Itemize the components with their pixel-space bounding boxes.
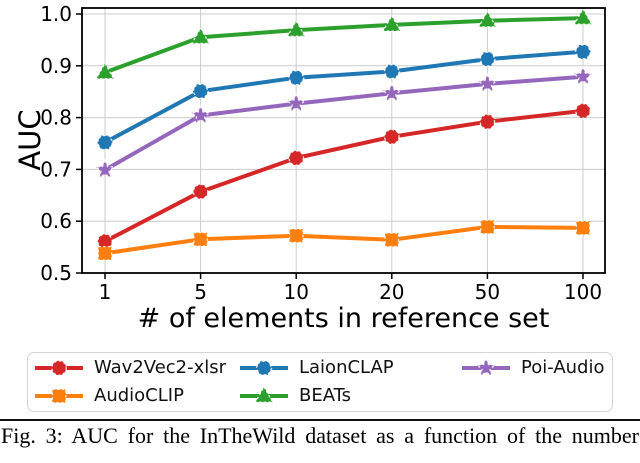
tick-labels: 0.5 0.6 0.7 0.8 0.9 1.0 1 5 10 20 50 100 bbox=[40, 2, 602, 304]
axis-ticks bbox=[76, 13, 584, 279]
triangle-legend-glyph bbox=[240, 385, 288, 403]
x-tick-label: 100 bbox=[564, 280, 602, 304]
square-marker-swatch bbox=[33, 384, 85, 408]
y-axis-label: AUC bbox=[13, 109, 47, 171]
y-tick-label: 0.5 bbox=[40, 261, 72, 285]
legend-label-wav2vec2-xlsr: Wav2Vec2-xlsr bbox=[94, 357, 227, 378]
triangle-marker-swatch bbox=[238, 384, 290, 408]
x-tick-label: 20 bbox=[379, 280, 404, 304]
y-tick-label: 0.6 bbox=[40, 209, 72, 233]
square-legend-glyph bbox=[35, 388, 83, 404]
x-tick-label: 1 bbox=[99, 280, 112, 304]
separator-line bbox=[0, 419, 640, 421]
x-axis-label: # of elements in reference set bbox=[137, 303, 550, 334]
y-tick-label: 0.7 bbox=[40, 157, 72, 181]
star-legend-glyph bbox=[462, 356, 510, 377]
y-tick-label: 0.9 bbox=[40, 54, 72, 78]
series-beats bbox=[95, 7, 593, 80]
series-poi-audio bbox=[94, 65, 594, 179]
circle-legend-glyph bbox=[35, 360, 83, 376]
legend-label-audioclip: AudioCLIP bbox=[94, 385, 184, 406]
legend-item-audioclip: AudioCLIP bbox=[33, 383, 184, 409]
series-laionclap bbox=[96, 44, 592, 150]
figure-3: 0.5 0.6 0.7 0.8 0.9 1.0 1 5 10 20 50 100 AUC # of e… bbox=[0, 2, 640, 448]
auc-line-chart: 0.5 0.6 0.7 0.8 0.9 1.0 1 5 10 20 50 100 bbox=[40, 2, 606, 304]
legend-label-poi-audio: Poi-Audio bbox=[521, 357, 605, 378]
y-tick-label: 0.8 bbox=[40, 106, 72, 130]
legend-item-poi-audio: Poi-Audio bbox=[460, 355, 605, 381]
plot-border bbox=[81, 7, 606, 274]
figure-caption: Fig. 3: AUC for the InTheWild dataset as… bbox=[1, 423, 639, 448]
series-wav2vec2-xlsr bbox=[97, 103, 591, 250]
series-audioclip bbox=[97, 219, 591, 261]
legend-item-laionclap: LaionCLAP bbox=[238, 355, 394, 381]
hexagon-marker-swatch bbox=[238, 356, 290, 380]
chart-legend: Wav2Vec2-xlsr AudioCLIP LaionCLAP BEATs … bbox=[27, 352, 613, 412]
circle-marker-swatch bbox=[33, 356, 85, 380]
x-tick-label: 5 bbox=[194, 280, 207, 304]
star-marker-swatch bbox=[460, 356, 512, 380]
y-tick-label: 1.0 bbox=[40, 2, 72, 26]
hexagon-legend-glyph bbox=[240, 360, 288, 376]
legend-label-laionclap: LaionCLAP bbox=[299, 357, 394, 378]
x-tick-label: 50 bbox=[475, 280, 500, 304]
x-tick-label: 10 bbox=[283, 280, 308, 304]
legend-label-beats: BEATs bbox=[299, 385, 352, 406]
legend-item-beats: BEATs bbox=[238, 383, 351, 409]
legend-item-wav2vec2-xlsr: Wav2Vec2-xlsr bbox=[33, 355, 226, 381]
